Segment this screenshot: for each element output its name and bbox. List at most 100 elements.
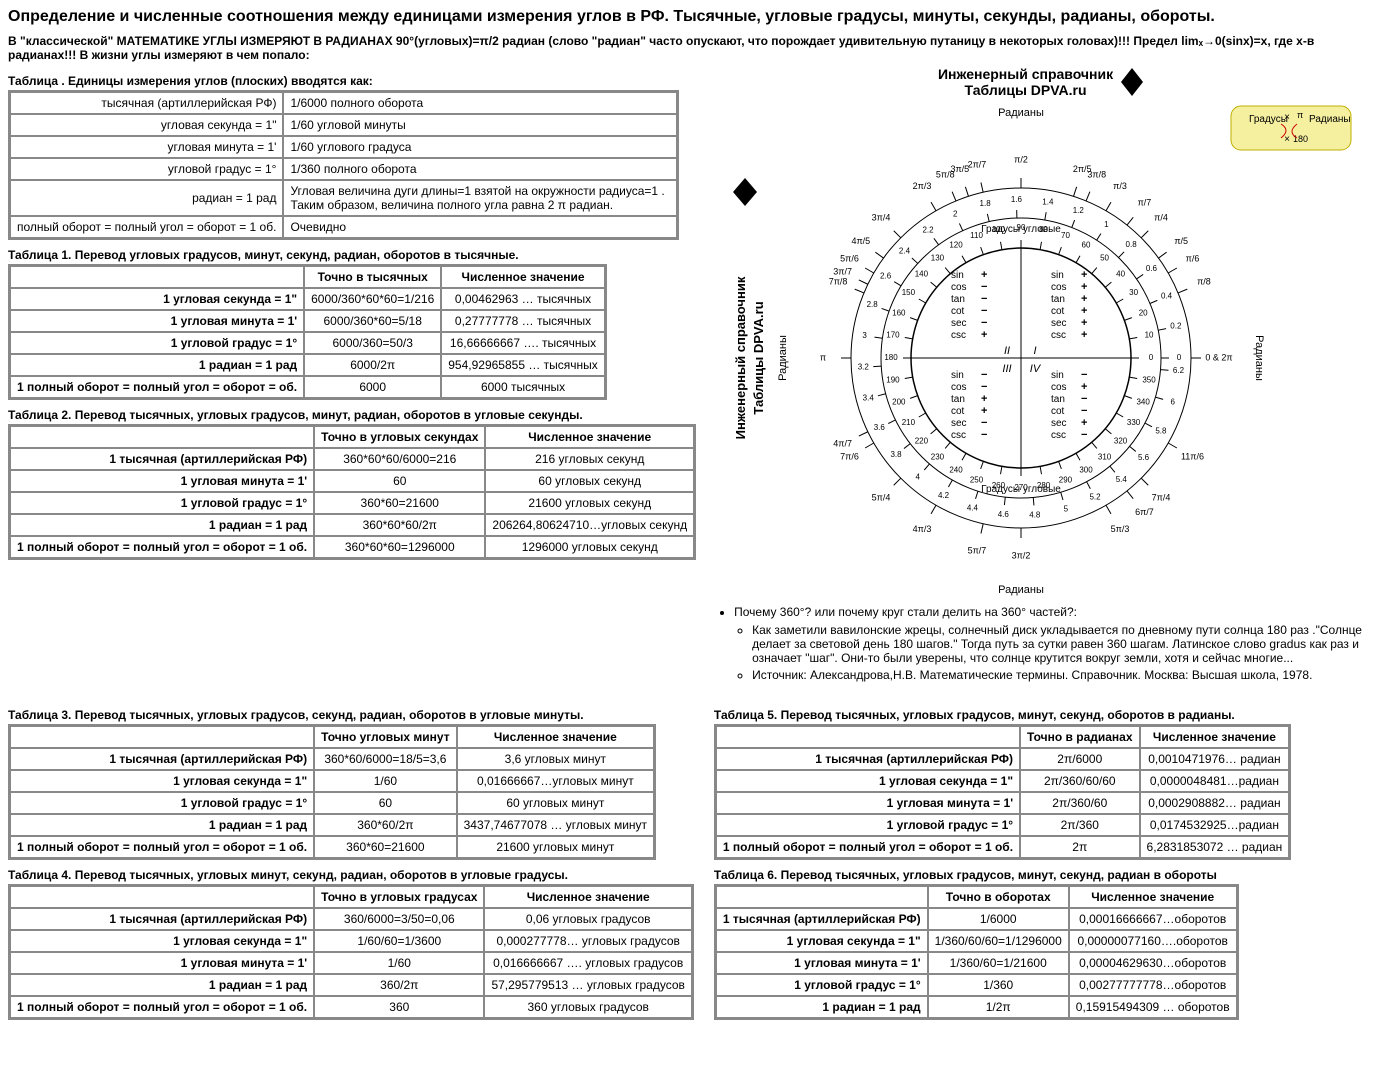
table-row: 1 угловая минута = 1'1/360/60=1/216000,0…: [716, 952, 1237, 974]
svg-text:5π/4: 5π/4: [871, 492, 890, 502]
svg-text:1.4: 1.4: [1042, 197, 1054, 206]
cell: 1 угловая секунда = 1": [10, 288, 304, 310]
svg-text:tan: tan: [951, 294, 965, 305]
svg-text:3.4: 3.4: [862, 393, 874, 402]
cell: 6000: [304, 376, 441, 398]
cell: 1 полный оборот = полный угол = оборот =…: [10, 836, 314, 858]
svg-text:csc: csc: [1051, 330, 1066, 341]
svg-text:sin: sin: [951, 370, 964, 381]
cell: 1 угловая минута = 1': [10, 470, 314, 492]
cell: 360 угловых градусов: [484, 996, 691, 1018]
svg-text:3: 3: [862, 331, 867, 340]
table-row: 1 тысячная (артиллерийская РФ)2π/60000,0…: [716, 748, 1289, 770]
svg-text:7π/4: 7π/4: [1151, 492, 1170, 502]
svg-text:60: 60: [1081, 241, 1090, 250]
svg-text:140: 140: [914, 270, 928, 279]
svg-text:2.4: 2.4: [898, 246, 910, 255]
col-header: Численное значение: [1140, 726, 1290, 748]
cell: 1/360 полного оборота: [283, 158, 677, 180]
cell: 2π: [1020, 836, 1139, 858]
col-header: [10, 886, 314, 908]
svg-text:250: 250: [969, 475, 983, 484]
svg-text:−: −: [1081, 369, 1087, 381]
col-header: Точно в угловых секундах: [314, 426, 485, 448]
t4-caption: Таблица 4. Перевод тысячных, угловых мин…: [8, 868, 694, 882]
svg-text:−: −: [981, 417, 987, 429]
svg-text:3π/7: 3π/7: [833, 266, 852, 276]
svg-text:310: 310: [1097, 453, 1111, 462]
col-header: Точно в угловых градусах: [314, 886, 484, 908]
cell: 1 угловой градус = 1°: [716, 814, 1020, 836]
circle-diagram: Инженерный справочник Таблицы DPVA.ru 01…: [716, 66, 1365, 601]
svg-text:+: +: [981, 269, 987, 281]
cell: 1/60 угловой минуты: [283, 114, 677, 136]
col-header: Точно в тысячных: [304, 266, 441, 288]
cell: 2π/360: [1020, 814, 1139, 836]
svg-text:−: −: [981, 317, 987, 329]
cell: 6000 тысячных: [441, 376, 605, 398]
table-row: 1 радиан = 1 рад6000/2π954,92965855 … ты…: [10, 354, 605, 376]
t2-table: Точно в угловых секундахЧисленное значен…: [8, 424, 696, 560]
cell: 1 угловая минута = 1': [716, 952, 928, 974]
cell: 1 тысячная (артиллерийская РФ): [10, 448, 314, 470]
table-row: 1 угловая секунда = 1"6000/360*60*60=1/2…: [10, 288, 605, 310]
svg-text:Радианы: Радианы: [998, 584, 1044, 596]
svg-text:π/6: π/6: [1185, 253, 1199, 263]
cell: 1/360: [928, 974, 1069, 996]
col-header: [10, 726, 314, 748]
cell: 206264,80624710…угловых секунд: [485, 514, 694, 536]
col-header: Численное значение: [457, 726, 654, 748]
cell: 57,295779513 … угловых градусов: [484, 974, 691, 996]
svg-text:130: 130: [930, 254, 944, 263]
cell: 0,27777778 … тысячных: [441, 310, 605, 332]
svg-text:0.2: 0.2: [1170, 322, 1182, 331]
col-header: [716, 886, 928, 908]
cell: 1 угловой градус = 1°: [10, 492, 314, 514]
svg-text:4π/7: 4π/7: [833, 438, 852, 448]
table-row: 1 радиан = 1 рад1/2π0,15915494309 … обор…: [716, 996, 1237, 1018]
svg-text:0: 0: [1176, 353, 1181, 362]
cell: 0,00000077160….оборотов: [1069, 930, 1237, 952]
svg-text:4π/3: 4π/3: [912, 524, 931, 534]
col-header: Численное значение: [485, 426, 694, 448]
t1-table: Точно в тысячныхЧисленное значение1 угло…: [8, 264, 607, 400]
svg-text:150: 150: [901, 288, 915, 297]
svg-text:10: 10: [1144, 331, 1153, 340]
svg-text:Градусы угловые: Градусы угловые: [981, 484, 1061, 495]
svg-text:π/3: π/3: [1113, 181, 1127, 191]
cell: угловой градус = 1°: [10, 158, 283, 180]
svg-text:sec: sec: [1051, 418, 1067, 429]
cell: 3,6 угловых минут: [457, 748, 654, 770]
svg-text:π: π: [819, 352, 825, 362]
svg-text:3π/5: 3π/5: [950, 164, 969, 174]
cell: радиан = 1 рад: [10, 180, 283, 216]
svg-text:240: 240: [949, 466, 963, 475]
svg-text:+: +: [1081, 381, 1087, 393]
cell: 1 угловая минута = 1': [10, 952, 314, 974]
svg-text:+: +: [1081, 305, 1087, 317]
svg-text:30: 30: [1129, 288, 1138, 297]
svg-text:tan: tan: [1051, 294, 1065, 305]
cell: 2π/360/60/60: [1020, 770, 1139, 792]
cell: 1 угловая секунда = 1": [10, 770, 314, 792]
cell: 1 радиан = 1 рад: [10, 354, 304, 376]
svg-text:+: +: [1081, 417, 1087, 429]
cell: 1/360/60/60=1/1296000: [928, 930, 1069, 952]
table-row: 1 угловой градус = 1°6000/360=50/316,666…: [10, 332, 605, 354]
svg-text:5: 5: [1063, 505, 1068, 514]
svg-text:1.8: 1.8: [979, 199, 991, 208]
svg-text:×: ×: [1284, 112, 1290, 123]
cell: 6000/360*60=5/18: [304, 310, 441, 332]
svg-text:4: 4: [915, 473, 920, 482]
svg-text:350: 350: [1142, 376, 1156, 385]
cell: 0,00277777778…оборотов: [1069, 974, 1237, 996]
table-row: полный оборот = полный угол = оборот = 1…: [10, 216, 677, 238]
cell: 0,00462963 … тысячных: [441, 288, 605, 310]
svg-text:3π/4: 3π/4: [871, 212, 890, 222]
svg-text:cos: cos: [951, 382, 967, 393]
svg-text:160: 160: [892, 309, 906, 318]
svg-text:+: +: [1081, 317, 1087, 329]
cell: 6,2831853072 … радиан: [1140, 836, 1290, 858]
svg-text:5.8: 5.8: [1155, 427, 1167, 436]
t4-table: Точно в угловых градусахЧисленное значен…: [8, 884, 694, 1020]
